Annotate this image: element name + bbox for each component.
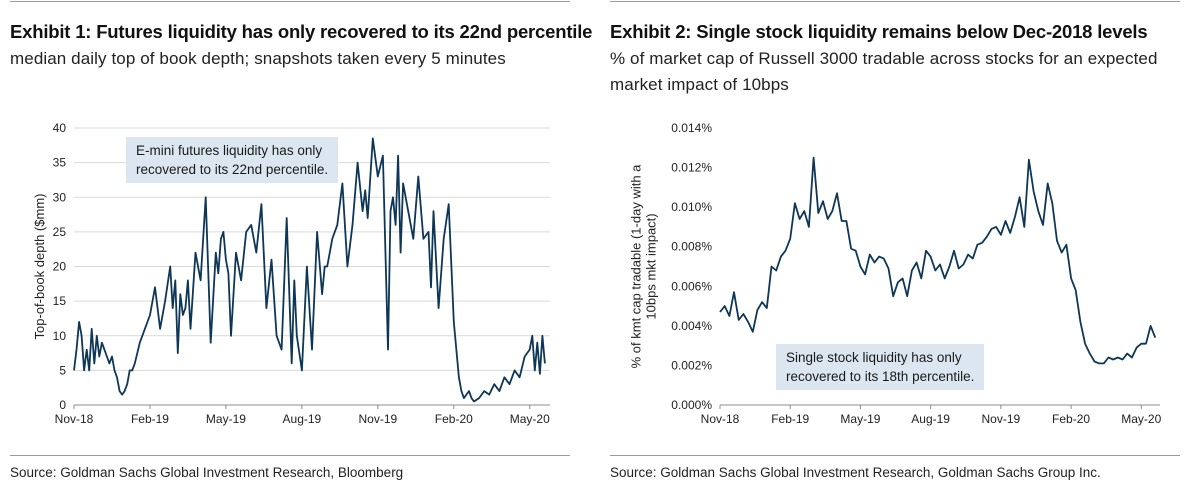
exhibit-2-chart: 0.000% 0.002% 0.004% 0.006% 0.008% 0.010% 0.01… (629, 121, 1162, 426)
x-tick-label: Feb-20 (1052, 412, 1090, 426)
y-tick-label: 0.004% (671, 319, 712, 333)
x-tick-label: May-20 (510, 412, 550, 426)
y-tick-label: 10 (53, 329, 67, 343)
x-tick-label: Feb-19 (131, 412, 169, 426)
annotation-line-1: Single stock liquidity has only (786, 350, 962, 365)
x-tick-label: Feb-19 (771, 412, 809, 426)
exhibit-1-source: Source: Goldman Sachs Global Investment … (10, 465, 404, 480)
top-rule (610, 1, 1180, 2)
bottom-rule (610, 455, 1180, 456)
exhibit-1-subtitle: median daily top of book depth; snapshot… (10, 49, 506, 68)
y-tick-label: 0.012% (671, 161, 712, 175)
x-tick-label: Nov-18 (55, 412, 94, 426)
x-tick-label: Feb-20 (435, 412, 473, 426)
x-tick-label: Nov-19 (982, 412, 1021, 426)
series-line (719, 156, 1157, 365)
y-tick-label: 20 (53, 260, 67, 274)
y-tick-label: 0 (59, 398, 66, 412)
x-tick-label: May-20 (1121, 412, 1161, 426)
y-tick-label: 0.006% (671, 279, 712, 293)
bottom-rule (10, 455, 570, 456)
exhibit-1-panel: Exhibit 1: Futures liquidity has only re… (0, 0, 592, 489)
annotation-line-1: E-mini futures liquidity has only (136, 143, 323, 158)
y-tick-label: 40 (53, 121, 67, 135)
x-tick-label: Nov-19 (358, 412, 397, 426)
y-tick-label: 0.000% (671, 398, 712, 412)
y-tick-label: 0.008% (671, 240, 712, 254)
y-axis-label-group: Top-of-book depth ($mm) (32, 194, 47, 340)
y-tick-label: 5 (59, 363, 66, 377)
y-tick-label: 25 (53, 225, 67, 239)
exhibit-2-source: Source: Goldman Sachs Global Investment … (610, 465, 1101, 480)
exhibit-1-annotation: E-mini futures liquidity has only recove… (126, 137, 339, 183)
y-axis-label-group: % of kmt cap tradable (1-day with a 10bps… (629, 164, 659, 369)
y-tick-label: 15 (53, 294, 67, 308)
y-axis-label: Top-of-book depth ($mm) (32, 194, 47, 340)
annotation-line-2: recovered to its 18th percentile. (786, 369, 975, 384)
y-tick-label: 30 (53, 190, 67, 204)
series-line (73, 137, 546, 403)
exhibit-2-panel: Exhibit 2: Single stock liquidity remain… (600, 0, 1190, 489)
y-tick-label: 0.002% (671, 358, 712, 372)
exhibit-1-title: Exhibit 1: Futures liquidity has only re… (10, 21, 593, 42)
x-tick-label: Aug-19 (911, 412, 950, 426)
top-rule (10, 1, 570, 2)
x-tick-label: Aug-19 (283, 412, 322, 426)
x-tick-label: Nov-18 (701, 412, 740, 426)
exhibit-1-chart: 0 5 10 15 20 25 30 35 40 Nov-18 Feb-19 May-19 Aug-19… (32, 121, 550, 426)
exhibit-2-annotation: Single stock liquidity has only recovere… (776, 344, 985, 390)
x-tick-label: May-19 (840, 412, 880, 426)
y-axis-label: 10bps mkt impact) (644, 213, 659, 319)
y-tick-label: 0.014% (671, 121, 712, 135)
annotation-line-2: recovered to its 22nd percentile. (136, 162, 329, 177)
y-axis-label: % of kmt cap tradable (1-day with a (629, 164, 644, 369)
y-tick-label: 0.010% (671, 200, 712, 214)
exhibit-2-subtitle: % of market cap of Russell 3000 tradable… (610, 49, 1158, 94)
exhibit-2-title: Exhibit 2: Single stock liquidity remain… (610, 21, 1148, 42)
x-tick-label: May-19 (206, 412, 246, 426)
y-tick-label: 35 (53, 156, 67, 170)
